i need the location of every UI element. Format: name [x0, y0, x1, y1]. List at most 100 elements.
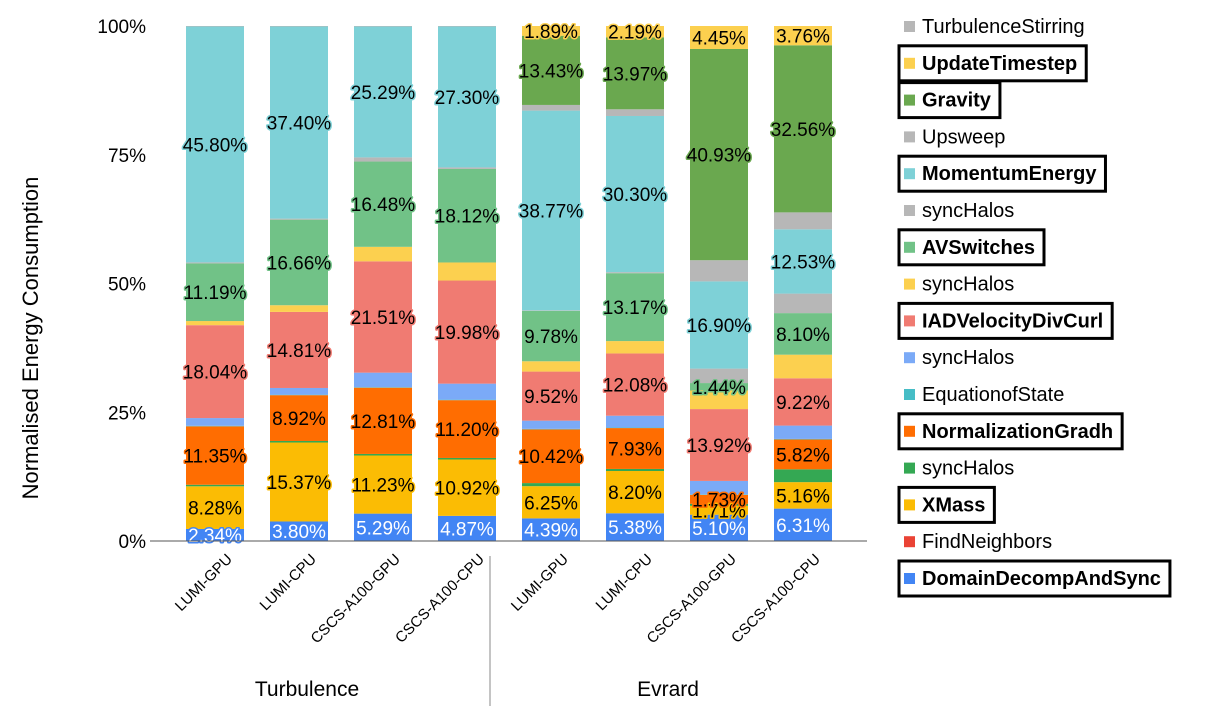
bar-segment: [606, 109, 664, 116]
bar-segment: [606, 427, 664, 429]
bar-segment: [522, 310, 580, 362]
bar-segment: [522, 110, 580, 311]
data-label: 12.81%: [351, 412, 416, 433]
bar-segment: [606, 415, 664, 428]
legend-label: AVSwitches: [922, 237, 1035, 259]
data-label: 11.23%: [351, 476, 414, 497]
bar-segment: [186, 325, 244, 419]
legend-label: syncHalos: [922, 274, 1014, 296]
bar-segment: [438, 26, 496, 168]
bar-segment: [522, 35, 580, 105]
legend-label: XMass: [922, 494, 985, 516]
legend-highlight-box: [897, 485, 996, 524]
legend-label: syncHalos: [922, 200, 1014, 222]
bar-segment: [438, 400, 496, 458]
bar-segment: [438, 168, 496, 263]
data-label: 10.92%: [435, 479, 500, 500]
data-label: 5.38%: [608, 518, 662, 539]
legend-label: TurbulenceStirring: [922, 16, 1085, 38]
bar-segment: [522, 483, 580, 487]
bar-segment: [774, 26, 832, 46]
bar-segment: [354, 372, 412, 388]
data-label: 16.90%: [687, 316, 752, 337]
legend-label: DomainDecompAndSync: [922, 568, 1161, 590]
data-label: 27.30%: [435, 88, 500, 109]
bar-segment: [690, 281, 748, 369]
data-label: 5.16%: [776, 486, 830, 507]
legend-swatch: [904, 278, 915, 290]
bar-segment: [522, 104, 580, 111]
bar-segment: [522, 371, 580, 421]
bar-segment: [438, 399, 496, 401]
legend-label: UpdateTimestep: [922, 53, 1077, 75]
x-tick-label: LUMI-GPU: [508, 551, 572, 615]
bar-segment: [690, 505, 748, 515]
data-label: 5.82%: [776, 445, 830, 466]
legend-label: EquationofState: [922, 384, 1064, 406]
legend-highlight-box: [897, 81, 1002, 120]
data-label: 5.29%: [356, 518, 410, 539]
legend-swatch: [904, 241, 915, 253]
legend-swatch: [904, 57, 915, 69]
bar-segment: [186, 263, 244, 322]
legend-swatch: [904, 352, 915, 364]
bar-segment: [690, 494, 748, 504]
data-label: 9.22%: [776, 393, 830, 414]
legend-label: Upsweep: [922, 126, 1005, 148]
legend-item: IADVelocityDivCurl: [897, 301, 1114, 340]
bar-segment: [522, 361, 580, 372]
group-label: Evrard: [637, 678, 699, 701]
bar-segment: [774, 508, 832, 541]
data-label: 21.51%: [351, 308, 416, 329]
bar-segment: [186, 26, 244, 263]
bar-segment: [354, 246, 412, 262]
legend-swatch: [904, 573, 915, 584]
data-label: 16.48%: [351, 195, 416, 216]
data-labels: 2.34% 8.28% 11.35% 18.04% 11.19% 45.80% 3.80% 1…: [181, 20, 837, 548]
data-label: 1.44%: [692, 378, 746, 399]
data-label: 15.37%: [267, 473, 332, 494]
x-tick-label: LUMI-GPU: [172, 551, 236, 615]
y-tick-label: 50%: [108, 275, 146, 296]
bar-segment: [690, 494, 748, 495]
legend-swatch: [904, 389, 915, 400]
bar-segment: [522, 486, 580, 519]
bar-segment: [606, 273, 664, 342]
bar-segment: [270, 395, 328, 441]
data-label: 13.43%: [519, 61, 584, 82]
bar-segment: [438, 262, 496, 281]
data-label: 18.12%: [435, 207, 500, 228]
bar-segment: [606, 26, 664, 38]
bar-segment: [354, 513, 412, 541]
bar-segment: [354, 157, 412, 162]
group-label: Turbulence: [255, 678, 359, 701]
data-label: 9.52%: [524, 387, 578, 408]
bar-segment: [270, 26, 328, 219]
bar-segment: [522, 518, 580, 541]
x-axis-categories: LUMI-GPU LUMI-CPUCSCS-A100-GPUCSCS-A100-C…: [172, 551, 824, 647]
legend-label: Gravity: [922, 90, 992, 112]
bar-segment: [354, 387, 412, 454]
bar-segment: [354, 455, 412, 514]
x-tick-label: LUMI-CPU: [257, 551, 320, 614]
bar-segment: [606, 37, 664, 110]
bar-segment: [270, 219, 328, 306]
data-label: 19.98%: [435, 323, 500, 344]
legend-highlight-box: [897, 154, 1107, 193]
bar-segment: [522, 428, 580, 430]
x-tick-label: CSCS-A100-CPU: [392, 551, 488, 647]
legend-highlight-box: [897, 228, 1046, 267]
legend-item: syncHalos: [904, 458, 1014, 480]
data-label: 13.92%: [687, 436, 752, 457]
data-label: 9.78%: [524, 327, 578, 348]
data-label: 12.53%: [771, 252, 836, 273]
bar-segment: [186, 486, 244, 529]
bar-segment: [774, 212, 832, 230]
bar-segment: [438, 515, 496, 541]
bar-segment: [270, 26, 328, 27]
data-label: 14.81%: [267, 341, 332, 362]
data-label: 8.92%: [272, 409, 326, 430]
x-axis-groups: Turbulence Evrard: [255, 678, 699, 701]
bar-segment: [774, 425, 832, 439]
